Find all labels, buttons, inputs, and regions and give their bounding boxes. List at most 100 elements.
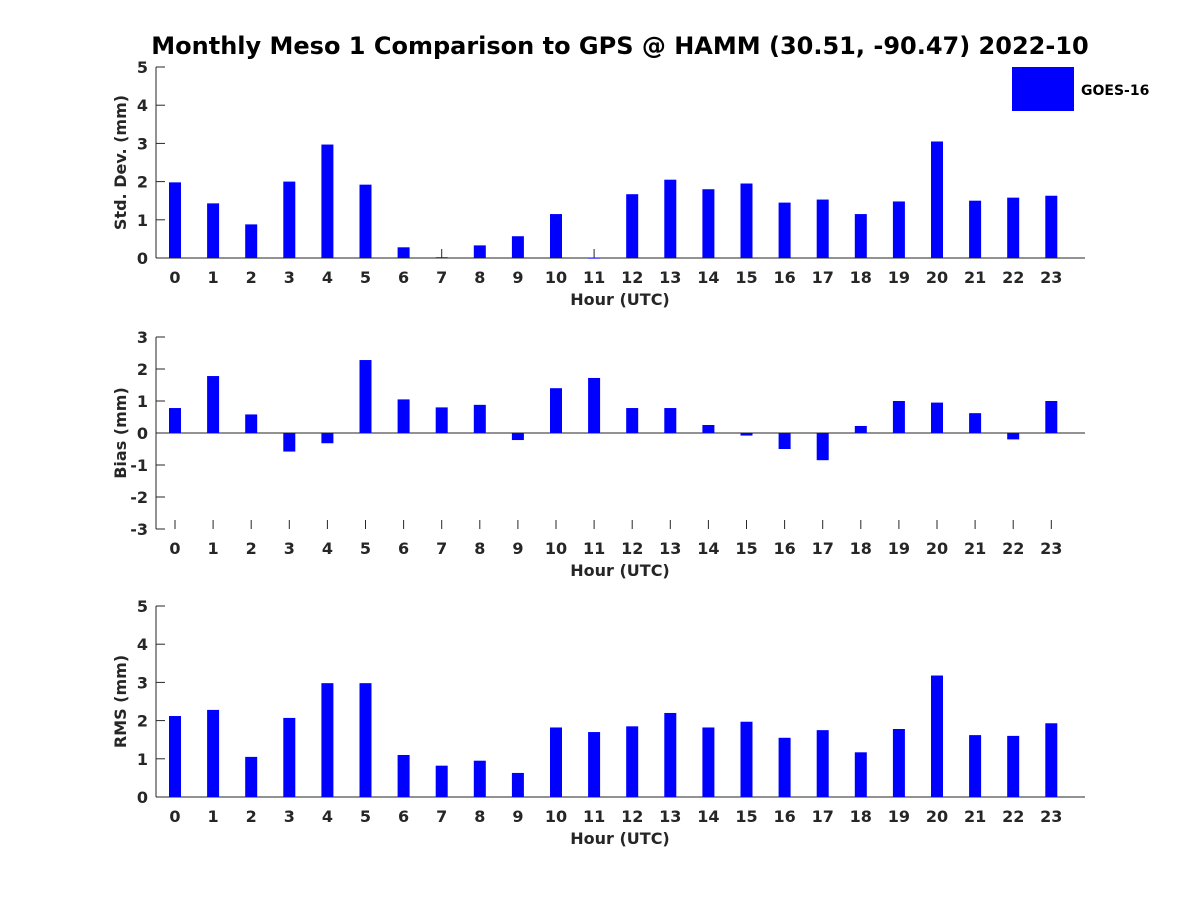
bias-bar-5	[359, 360, 372, 433]
std-dev-bar-18	[854, 214, 867, 258]
rms-y-tick-label: 4	[137, 635, 148, 654]
rms-x-tick-label: 22	[1002, 807, 1024, 826]
bias-y-tick-label: 2	[137, 360, 148, 379]
rms-y-tick-label: 2	[137, 712, 148, 731]
rms-x-tick-label: 11	[583, 807, 605, 826]
std-dev-x-tick-label: 1	[208, 268, 219, 287]
bias-bar-16	[778, 433, 791, 449]
std-dev-y-tick-label: 2	[137, 173, 148, 192]
std-dev-bar-4	[321, 144, 334, 258]
std-dev-x-tick-label: 18	[850, 268, 872, 287]
std-dev-y-axis-label: Std. Dev. (mm)	[111, 95, 130, 230]
bias-y-tick-label: 1	[137, 392, 148, 411]
rms-bar-8	[473, 760, 486, 797]
bias-x-tick-label: 14	[697, 539, 719, 558]
std-dev-y-tick-label: 4	[137, 96, 148, 115]
bias-x-tick-label: 4	[322, 539, 333, 558]
bias-x-tick-label: 0	[169, 539, 180, 558]
rms-bar-12	[626, 726, 639, 797]
bias-bar-20	[931, 402, 943, 433]
rms-x-tick-label: 7	[436, 807, 447, 826]
bias-x-tick-label: 2	[246, 539, 257, 558]
rms-bar-4	[321, 683, 334, 797]
std-dev-x-tick-label: 13	[659, 268, 681, 287]
rms-x-tick-label: 6	[398, 807, 409, 826]
rms-y-tick-label: 3	[137, 673, 148, 692]
std-dev-x-tick-label: 9	[512, 268, 523, 287]
rms-bar-0	[169, 716, 181, 797]
std-dev-bar-21	[969, 200, 982, 258]
std-dev-x-axis-label: Hour (UTC)	[570, 290, 670, 309]
bias-bar-3	[283, 433, 296, 452]
rms-bar-5	[359, 683, 372, 797]
bias-bar-22	[1007, 433, 1020, 440]
rms-bar-14	[702, 727, 715, 797]
rms-x-tick-label: 16	[773, 807, 795, 826]
bias-x-tick-label: 23	[1040, 539, 1062, 558]
std-dev-bar-7	[435, 257, 448, 258]
bias-x-tick-label: 21	[964, 539, 986, 558]
std-dev-x-tick-label: 10	[545, 268, 567, 287]
rms-x-tick-label: 0	[169, 807, 180, 826]
std-dev-bar-22	[1007, 197, 1020, 258]
rms-x-tick-label: 8	[474, 807, 485, 826]
std-dev-x-tick-label: 3	[284, 268, 295, 287]
bias-bar-2	[245, 414, 258, 433]
std-dev-bar-17	[816, 199, 829, 258]
bias-x-tick-label: 13	[659, 539, 681, 558]
std-dev-y-tick-label: 5	[137, 58, 148, 77]
rms-x-tick-label: 4	[322, 807, 333, 826]
bias-bar-21	[969, 413, 982, 433]
bias-bar-1	[207, 376, 220, 433]
rms-x-tick-label: 21	[964, 807, 986, 826]
bias-x-tick-label: 17	[812, 539, 834, 558]
bias-x-tick-label: 12	[621, 539, 643, 558]
rms-x-tick-label: 2	[246, 807, 257, 826]
rms-bar-9	[511, 772, 524, 797]
bias-bar-4	[321, 433, 334, 444]
std-dev-bar-14	[702, 189, 715, 258]
std-dev-bar-0	[169, 182, 181, 258]
rms-x-tick-label: 19	[888, 807, 910, 826]
std-dev-x-tick-label: 16	[773, 268, 795, 287]
bias-bar-10	[550, 388, 562, 433]
std-dev-x-tick-label: 0	[169, 268, 180, 287]
bias-x-tick-label: 3	[284, 539, 295, 558]
rms-x-tick-label: 10	[545, 807, 567, 826]
std-dev-bar-10	[550, 214, 562, 258]
std-dev-x-tick-label: 21	[964, 268, 986, 287]
bias-bar-11	[588, 377, 601, 433]
rms-bar-11	[588, 732, 601, 797]
rms-bar-22	[1007, 735, 1020, 797]
bias-y-tick-label: -1	[130, 456, 148, 475]
rms-bar-13	[664, 712, 677, 797]
bias-bar-9	[511, 433, 524, 441]
rms-bar-10	[550, 727, 562, 797]
bias-bar-8	[473, 404, 486, 433]
bias-bar-12	[626, 408, 639, 433]
bias-x-tick-label: 7	[436, 539, 447, 558]
rms-x-tick-label: 12	[621, 807, 643, 826]
rms-x-tick-label: 14	[697, 807, 719, 826]
rms-y-tick-label: 1	[137, 750, 148, 769]
rms-bar-19	[892, 729, 905, 797]
bias-y-axis-label: Bias (mm)	[111, 387, 130, 479]
legend-label: GOES-16	[1081, 83, 1149, 99]
rms-bar-17	[816, 730, 829, 797]
bias-bar-13	[664, 408, 677, 433]
bias-bar-0	[169, 408, 181, 433]
std-dev-bar-6	[397, 247, 410, 258]
std-dev-y-tick-label: 3	[137, 134, 148, 153]
rms-bar-23	[1045, 723, 1058, 797]
std-dev-x-tick-label: 11	[583, 268, 605, 287]
std-dev-x-tick-label: 23	[1040, 268, 1062, 287]
rms-x-tick-label: 9	[512, 807, 523, 826]
bias-y-tick-label: 3	[137, 328, 148, 347]
std-dev-x-tick-label: 14	[697, 268, 719, 287]
rms-y-tick-label: 5	[137, 597, 148, 616]
std-dev-bar-1	[207, 203, 220, 258]
rms-x-tick-label: 13	[659, 807, 681, 826]
std-dev-y-tick-label: 0	[137, 249, 148, 268]
